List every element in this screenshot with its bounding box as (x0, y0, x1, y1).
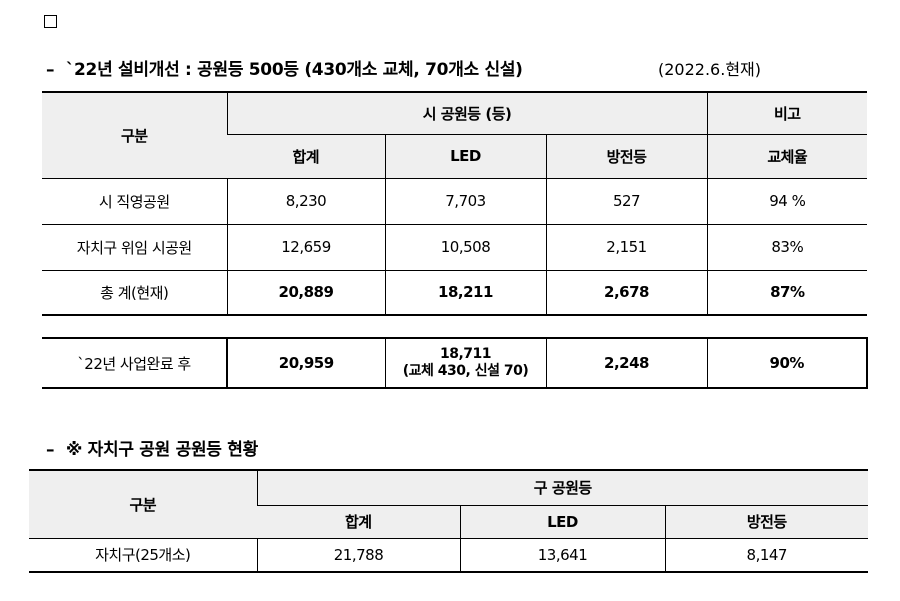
row-label: 시 직영공원 (42, 177, 227, 225)
completion-rate: 90% (706, 337, 868, 389)
row-rate: 94 % (706, 177, 868, 225)
row-led: 13,641 (459, 537, 665, 573)
table-row: `22년 사업완료 후 20,959 18,711 (교체 430, 신설 70… (42, 337, 868, 389)
header-district-lights: 구 공원등 (256, 469, 869, 506)
project-completion-table: `22년 사업완료 후 20,959 18,711 (교체 430, 신설 70… (42, 337, 868, 389)
checkbox-icon (44, 15, 57, 28)
row-label: 총 계(현재) (42, 269, 227, 316)
header-sodium: 방전등 (545, 133, 708, 179)
row-label: 자치구 위임 시공원 (42, 223, 227, 271)
section2-heading: – ※ 자치구 공원 공원등 현황 (46, 435, 258, 460)
row-led: 10,508 (384, 223, 546, 271)
section1-date: (2022.6.현재) (658, 60, 761, 79)
row-label: 자치구(25개소) (29, 537, 257, 573)
table-row-total: 총 계(현재) 20,889 18,211 2,678 87% (42, 269, 868, 316)
header-rate: 교체율 (706, 133, 868, 179)
section2-bullet: – (46, 440, 55, 460)
header-total: 합계 (257, 504, 460, 539)
row-rate: 83% (706, 223, 868, 271)
header-category: 구분 (29, 469, 257, 539)
table-row: 자치구(25개소) 21,788 13,641 8,147 (29, 537, 869, 573)
header-city-lights: 시 공원등 (등) (226, 91, 708, 135)
completion-led: 18,711 (439, 346, 492, 362)
row-led: 7,703 (384, 177, 546, 225)
row-led: 18,211 (384, 269, 546, 316)
completion-sodium: 2,248 (545, 337, 708, 389)
section2-title: ※ 자치구 공원 공원등 현황 (65, 440, 258, 460)
header-sodium: 방전등 (664, 504, 869, 539)
completion-led-cell: 18,711 (교체 430, 신설 70) (384, 337, 547, 389)
table-row: 시 직영공원 8,230 7,703 527 94 % (42, 177, 868, 225)
header-led: LED (384, 133, 546, 179)
row-sodium: 2,151 (545, 223, 708, 271)
row-total: 12,659 (226, 223, 385, 271)
completion-led-detail: (교체 430, 신설 70) (402, 363, 529, 379)
row-total: 21,788 (256, 537, 460, 573)
city-park-lights-table: 구분 시 공원등 (등) 비고 합계 LED 방전등 교체율 시 직영공원 8,… (42, 91, 868, 316)
section1-heading: – `22년 설비개선 : 공원등 500등 (430개소 교체, 70개소 신… (46, 55, 523, 80)
row-total: 20,889 (226, 269, 385, 316)
table-row: 자치구 위임 시공원 12,659 10,508 2,151 83% (42, 223, 868, 271)
header-category: 구분 (42, 91, 227, 179)
header-led: LED (459, 504, 665, 539)
section1-bullet: – (46, 60, 55, 80)
row-rate: 87% (706, 269, 868, 316)
row-sodium: 8,147 (664, 537, 869, 573)
completion-label: `22년 사업완료 후 (42, 337, 227, 389)
header-total: 합계 (227, 133, 385, 179)
completion-total: 20,959 (226, 337, 386, 389)
row-total: 8,230 (226, 177, 385, 225)
header-note: 비고 (706, 91, 868, 135)
row-sodium: 2,678 (545, 269, 708, 316)
row-sodium: 527 (545, 177, 708, 225)
district-park-lights-table: 구분 구 공원등 합계 LED 방전등 자치구(25개소) 21,788 13,… (29, 469, 869, 573)
section1-title: `22년 설비개선 : 공원등 500등 (430개소 교체, 70개소 신설) (65, 60, 523, 80)
